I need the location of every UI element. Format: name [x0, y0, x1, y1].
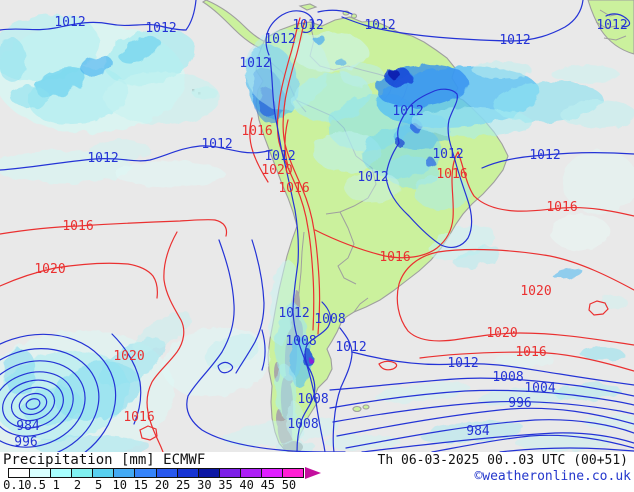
isobar-label: 1012: [499, 33, 530, 48]
isobar-label: 1012: [364, 18, 395, 33]
scale-tick-label: 30: [197, 478, 212, 492]
valid-time: Th 06-03-2025 00..03 UTC (00+51): [377, 453, 628, 468]
scale-tick-label: 20: [154, 478, 170, 492]
isobar-label: 1016: [436, 167, 467, 182]
isobar-label: 1012: [292, 18, 323, 33]
scale-tick-label: 2: [73, 478, 82, 492]
isobar-label: 1016: [278, 181, 309, 196]
scale-tick-labels: 0.1 0.5 1 2 5 10 15 20 25 30 35 40 45 50: [3, 478, 308, 492]
isobars-red: [0, 17, 634, 452]
scale-tick-label: 0.1: [3, 478, 25, 492]
isobar-label: 1004: [524, 381, 555, 396]
scale-tick-label: 35: [218, 478, 233, 492]
scale-segment: [240, 469, 262, 477]
scale-segment: [177, 469, 199, 477]
scale-segment: [219, 469, 241, 477]
isobar-label: 1016: [123, 410, 154, 425]
isobar-label: 1012: [392, 104, 423, 119]
isobar-label: 1008: [492, 370, 523, 385]
scale-segment: [114, 469, 136, 477]
isobar-label: 1016: [62, 219, 93, 234]
weather-map: 1012 1012 1012 1012 1012 1012 1012 1012 1012 1012…: [0, 0, 634, 452]
isobar-label: 1012: [335, 340, 366, 355]
scale-segment: [261, 469, 284, 477]
isobar-label: 1008: [285, 334, 316, 349]
scale-tick-label: 25: [175, 478, 191, 492]
isobar-label: 1020: [520, 284, 551, 299]
isobar-label: 996: [508, 396, 531, 411]
scale-arrow-icon: [305, 467, 321, 479]
isobar-label: 984: [466, 424, 490, 439]
legend: Precipitation [mm] ECMWF Th 06-03-2025 0…: [0, 452, 634, 492]
isobar-label: 1020: [113, 349, 144, 364]
falkland-island: [362, 404, 370, 410]
isobar-label: 1016: [379, 250, 410, 265]
scale-segment: [30, 469, 52, 477]
isobar-label: 1012: [201, 137, 232, 152]
scale-tick-label: 40: [239, 478, 254, 492]
isobar-label: 1020: [486, 326, 517, 341]
scale-segment: [51, 469, 73, 477]
scale-segment: [283, 469, 304, 477]
isobar-label: 996: [14, 435, 37, 450]
isobar-label: 1016: [241, 124, 272, 139]
precipitation-scale: [8, 468, 304, 478]
isobar-label: 1012: [87, 151, 118, 166]
isobar-label: 1020: [261, 163, 292, 178]
low-center-rings: [0, 333, 117, 452]
falkland-island: [352, 405, 362, 413]
isobar-label: 1012: [145, 21, 176, 36]
copyright-link[interactable]: ©weatheronline.co.uk: [474, 469, 631, 484]
scale-segment: [93, 469, 115, 477]
scale-segment: [9, 469, 31, 477]
caribbean-island: [298, 3, 318, 11]
isobar-label: 1012: [278, 306, 309, 321]
scale-tick-label: 15: [133, 478, 149, 492]
isobar-label: 1008: [287, 417, 318, 432]
scale-tick-label: 50: [281, 478, 297, 492]
isobar-label: 1012: [357, 170, 388, 185]
isobar-label: 1012: [596, 18, 627, 33]
island: [350, 13, 358, 19]
scale-tick-label: 0.5: [24, 478, 46, 492]
isobar-label: 1012: [264, 32, 295, 47]
isobar-label: 984: [16, 419, 40, 434]
isobar-label: 1016: [546, 200, 577, 215]
scale-tick-label: 1: [52, 478, 60, 492]
isobar-label: 1012: [529, 148, 560, 163]
isobar-label: 1012: [239, 56, 270, 71]
scale-segment: [198, 469, 220, 477]
isobar-label: 1020: [34, 262, 65, 277]
isobar-label: 1016: [515, 345, 546, 360]
isobar-label: 1008: [297, 392, 328, 407]
scale-tick-label: 10: [112, 478, 127, 492]
scale-segment: [135, 469, 157, 477]
scale-segment: [72, 469, 94, 477]
isobar-label: 1008: [314, 312, 345, 327]
scale-segment: [156, 469, 178, 477]
isobar-label: 1012: [264, 149, 295, 164]
scale-tick-label: 5: [94, 478, 103, 492]
product-title: Precipitation [mm] ECMWF: [3, 452, 206, 468]
scale-tick-label: 45: [260, 478, 276, 492]
isobars-blue: [0, 0, 634, 452]
isobar-label: 1012: [447, 356, 478, 371]
isobar-label: 1012: [54, 15, 85, 30]
isobar-label: 1012: [432, 147, 463, 162]
